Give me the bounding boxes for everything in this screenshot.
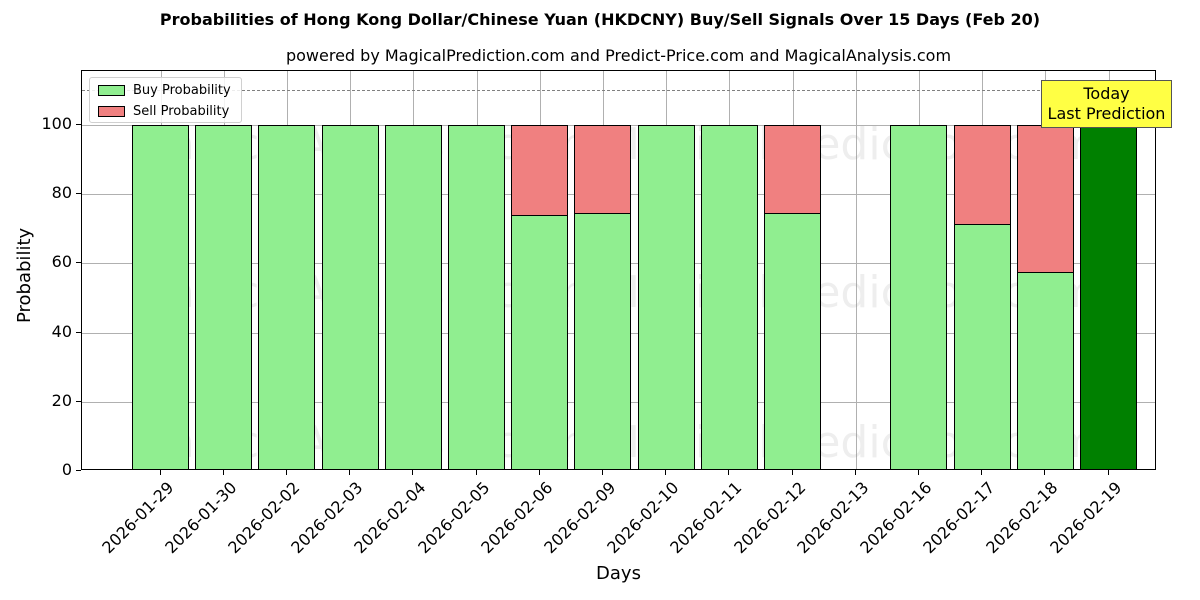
bar-2026-02-10	[637, 71, 695, 469]
x-tick-mark	[538, 470, 540, 475]
x-axis-label: Days	[596, 563, 641, 584]
buy-segment	[511, 214, 569, 469]
x-tick-mark	[475, 470, 477, 475]
y-axis-label-wrap: Probability	[14, 228, 109, 344]
x-tick-mark	[854, 470, 856, 475]
sell-segment	[1016, 125, 1074, 274]
bar-2026-02-03	[321, 71, 379, 469]
legend-item-buy: Buy Probability	[98, 82, 231, 98]
y-tick-mark	[76, 124, 81, 125]
bar-2026-02-09	[574, 71, 632, 469]
x-tick-mark	[791, 470, 793, 475]
buy-segment	[384, 125, 442, 469]
bar-2026-02-06	[511, 71, 569, 469]
bar-2026-02-12	[764, 71, 821, 469]
bar-2026-01-30	[195, 71, 253, 469]
y-tick-label: 100	[41, 114, 72, 133]
buy-segment	[258, 125, 316, 469]
y-tick-label: 0	[61, 460, 72, 479]
y-tick-label: 40	[51, 321, 72, 341]
buy-segment	[321, 125, 379, 469]
y-tick-mark	[76, 400, 81, 402]
buy-segment	[1080, 125, 1137, 469]
legend-buy-label: Buy Probability	[133, 82, 231, 98]
x-tick-mark	[222, 470, 224, 475]
buy-swatch	[98, 84, 125, 96]
buy-segment	[448, 125, 505, 469]
v-gridline	[855, 71, 857, 469]
sell-swatch	[98, 105, 125, 117]
threshold-line	[82, 90, 1155, 92]
today-annotation: Today Last Prediction	[1041, 80, 1172, 128]
bar-2026-02-16	[890, 71, 948, 469]
x-tick-mark	[412, 470, 414, 475]
x-tick-mark	[285, 470, 287, 475]
legend-item-sell: Sell Probability	[98, 103, 229, 119]
chart-title: Probabilities of Hong Kong Dollar/Chines…	[159, 10, 1041, 29]
x-tick-mark	[728, 470, 730, 475]
bar-2026-02-05	[448, 71, 505, 469]
bar-2026-02-02	[258, 71, 316, 469]
buy-segment	[132, 125, 189, 469]
bar-2026-02-17	[953, 71, 1011, 469]
y-tick-mark	[76, 470, 81, 471]
y-tick-label: 80	[51, 183, 72, 203]
sell-segment	[511, 125, 569, 216]
x-tick-mark	[1107, 470, 1109, 475]
bar-2026-02-11	[700, 71, 758, 469]
sell-segment	[764, 125, 821, 214]
buy-segment	[764, 212, 821, 469]
x-tick-mark	[917, 470, 919, 475]
buy-segment	[1016, 272, 1074, 469]
buy-segment	[890, 125, 948, 469]
buy-segment	[637, 125, 695, 469]
legend-sell-label: Sell Probability	[133, 103, 230, 119]
x-tick-mark	[1044, 470, 1046, 475]
x-tick-mark	[981, 470, 983, 475]
buy-segment	[195, 125, 253, 469]
chart-subtitle: powered by MagicalPrediction.com and Pre…	[285, 46, 952, 65]
y-tick-mark	[76, 262, 81, 264]
annotation-line-1: Today	[1083, 84, 1130, 103]
sell-segment	[953, 125, 1011, 225]
bar-2026-02-19	[1080, 71, 1137, 469]
y-tick-mark	[76, 331, 81, 333]
buy-segment	[700, 125, 758, 469]
x-tick-mark	[601, 470, 603, 475]
x-tick-mark	[159, 470, 161, 475]
bar-2026-01-29	[132, 71, 189, 469]
sell-segment	[574, 125, 632, 214]
y-axis-label: Probability	[14, 227, 35, 323]
annotation-line-2: Last Prediction	[1047, 104, 1166, 123]
y-tick-mark	[76, 193, 81, 195]
bars	[82, 71, 1155, 469]
buy-segment	[953, 223, 1011, 469]
y-tick-label: 20	[51, 390, 72, 410]
bar-2026-02-18	[1016, 71, 1074, 469]
x-tick-mark	[665, 470, 667, 475]
buy-segment	[574, 212, 632, 469]
legend: Buy Probability Sell Probability	[89, 77, 242, 123]
bar-2026-02-04	[384, 71, 442, 469]
y-tick-label: 60	[51, 252, 72, 272]
plot-area: MagicalAnalysis.comMagicalPrediction.com…	[81, 70, 1156, 470]
x-tick-mark	[349, 470, 351, 475]
